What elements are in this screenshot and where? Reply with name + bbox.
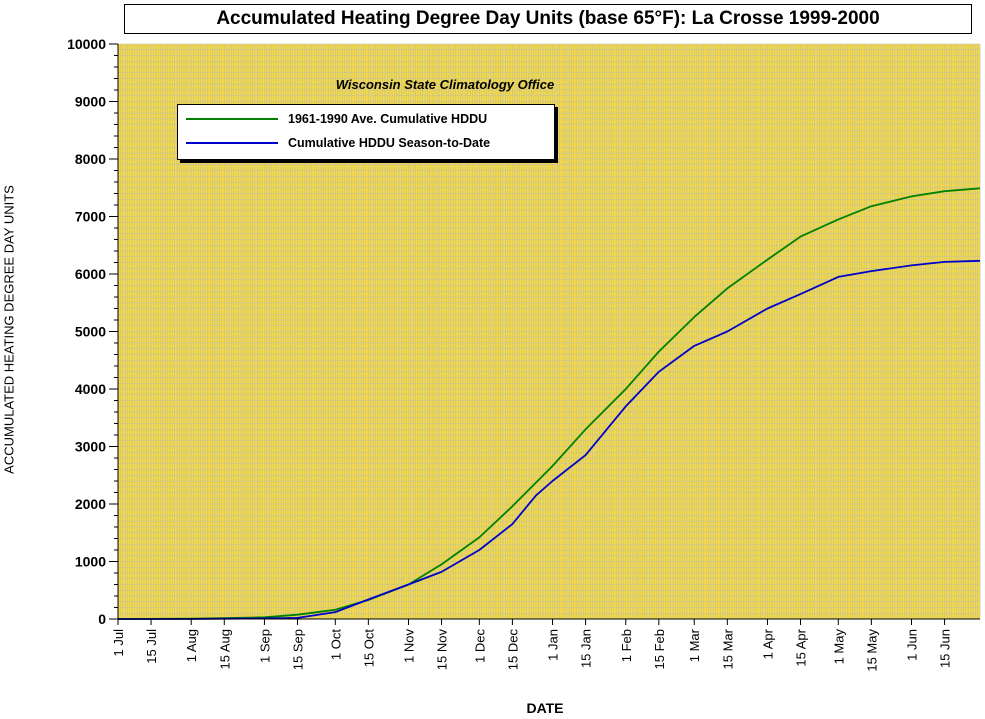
- y-tick-label: 1000: [75, 554, 106, 570]
- x-tick-label: 1 Aug: [184, 629, 199, 662]
- chart-subtitle: Wisconsin State Climatology Office: [335, 77, 555, 92]
- y-tick-label: 5000: [75, 324, 106, 340]
- x-tick-label: 1 Nov: [402, 629, 417, 663]
- x-tick-label: 15 May: [864, 629, 879, 672]
- series-line-season: [118, 259, 981, 620]
- x-tick-label: 1 Jun: [905, 629, 920, 661]
- chart-title: Accumulated Heating Degree Day Units (ba…: [124, 4, 972, 34]
- x-tick-label: 15 Nov: [435, 629, 450, 671]
- x-tick-label: 15 Sep: [291, 629, 306, 670]
- x-tick-label: 15 Jul: [144, 629, 159, 664]
- legend-label-average: 1961-1990 Ave. Cumulative HDDU: [288, 112, 488, 126]
- legend-swatch-average: [186, 118, 278, 120]
- y-tick-label: 7000: [75, 209, 106, 225]
- y-tick-label: 10000: [67, 36, 106, 52]
- x-tick-label: 1 Apr: [761, 628, 776, 659]
- x-tick-label: 1 Feb: [619, 629, 634, 662]
- x-tick-label: 15 Mar: [720, 628, 735, 669]
- x-tick-label: 15 Jun: [938, 629, 953, 668]
- x-tick-label: 15 Apr: [794, 628, 809, 666]
- y-axis-label: ACCUMULATED HEATING DEGREE DAY UNITS: [1, 185, 17, 474]
- chart-legend: 1961-1990 Ave. Cumulative HDDU Cumulativ…: [177, 104, 555, 160]
- x-tick-label: 1 Jan: [546, 629, 561, 661]
- x-tick-label: 15 Aug: [217, 629, 232, 670]
- x-tick-label: 1 Oct: [328, 629, 343, 660]
- y-tick-label: 3000: [75, 439, 106, 455]
- x-tick-label: 15 Jan: [579, 629, 594, 668]
- y-tick-label: 4000: [75, 381, 106, 397]
- legend-label-season: Cumulative HDDU Season-to-Date: [288, 136, 491, 150]
- x-tick-label: 1 May: [831, 629, 846, 665]
- x-axis-label: DATE: [526, 700, 564, 716]
- x-tick-label: 15 Oct: [361, 629, 376, 668]
- legend-item-average: 1961-1990 Ave. Cumulative HDDU: [186, 109, 487, 129]
- y-tick-label: 2000: [75, 496, 106, 512]
- y-tick-label: 6000: [75, 266, 106, 282]
- y-tick-label: 8000: [75, 151, 106, 167]
- x-tick-label: 1 Mar: [687, 628, 702, 662]
- x-tick-label: 15 Dec: [505, 629, 520, 671]
- x-tick-label: 15 Feb: [652, 629, 667, 669]
- x-tick-label: 1 Dec: [472, 629, 487, 663]
- x-tick-label: 1 Sep: [257, 629, 272, 663]
- x-tick-label: 1 Jul: [111, 629, 126, 657]
- legend-item-season: Cumulative HDDU Season-to-Date: [186, 133, 490, 153]
- series-line-average: [117, 187, 981, 620]
- y-tick-label: 9000: [75, 94, 106, 110]
- y-tick-label: 0: [98, 611, 106, 627]
- legend-swatch-season: [186, 142, 278, 144]
